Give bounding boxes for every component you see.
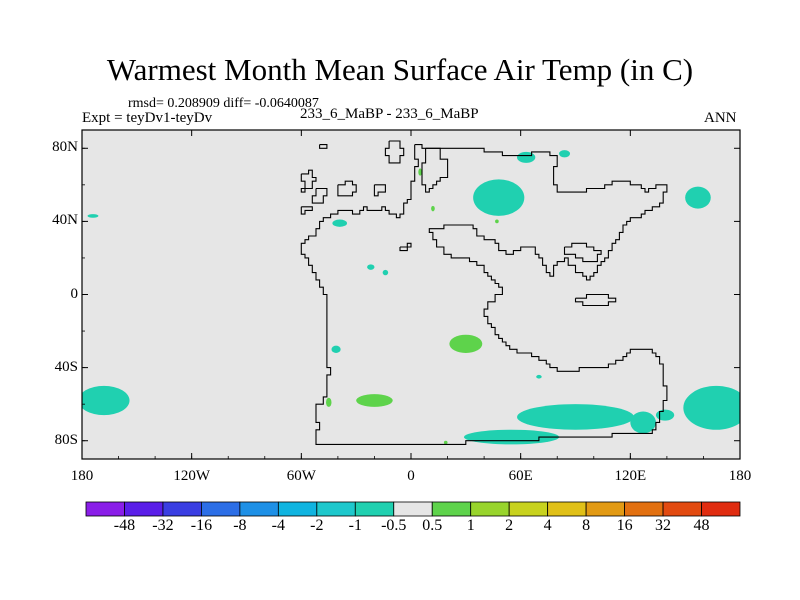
colorbar-swatch-2 bbox=[162, 501, 202, 517]
lon-label-4: 60E bbox=[508, 468, 533, 484]
colorbar-label-9: 1 bbox=[466, 517, 475, 534]
colorbar-label-7: -0.5 bbox=[381, 517, 407, 534]
colorbar-label-3: -8 bbox=[233, 517, 247, 534]
colorbar-swatch-0 bbox=[85, 501, 125, 517]
lat-label-4: 80S bbox=[54, 431, 78, 448]
lon-label-2: 60W bbox=[286, 468, 316, 484]
lat-label-0: 80N bbox=[52, 139, 78, 156]
colorbar-swatch-9 bbox=[431, 501, 472, 517]
coastline-9 bbox=[563, 242, 602, 263]
coastline-10 bbox=[574, 293, 617, 307]
central-atlantic-patch-2 bbox=[382, 269, 389, 276]
coastline-8 bbox=[373, 184, 386, 197]
west-coast-warm-patch bbox=[326, 397, 332, 407]
colorbar-label-12: 8 bbox=[582, 517, 591, 534]
arctic-patch-2 bbox=[559, 150, 571, 158]
coastline-5 bbox=[311, 187, 328, 204]
coastline-11 bbox=[399, 242, 412, 252]
lat-label-1: 40N bbox=[52, 212, 78, 229]
arctic-warm-dot-1 bbox=[418, 168, 422, 176]
colorbar-label-0: -48 bbox=[113, 517, 136, 534]
coastline-3 bbox=[319, 144, 328, 149]
south-atlantic-warm-patch bbox=[356, 394, 393, 407]
south-atlantic-patch bbox=[331, 345, 341, 353]
tethys-warm-patch bbox=[449, 334, 483, 353]
coastline-7 bbox=[337, 180, 357, 197]
siberia-patch bbox=[473, 179, 525, 216]
north-atlantic-patch bbox=[87, 214, 99, 218]
colorbar-swatch-5 bbox=[277, 501, 318, 517]
colorbar-label-11: 4 bbox=[543, 517, 552, 534]
colorbar-swatch-14 bbox=[624, 501, 664, 517]
coastline-4 bbox=[300, 169, 317, 193]
arctic-patch-1 bbox=[517, 151, 536, 163]
central-atlantic-patch-1 bbox=[367, 264, 375, 270]
tethys-dot bbox=[495, 219, 499, 224]
southern-indian-dot bbox=[536, 374, 542, 379]
colorbar-label-4: -4 bbox=[271, 517, 285, 534]
axis-ticks bbox=[81, 130, 741, 459]
map-title: Warmest Month Mean Surface Air Temp (in … bbox=[106, 52, 694, 87]
colorbar-swatch-11 bbox=[508, 501, 549, 517]
colorbar-swatch-8 bbox=[393, 501, 433, 517]
pacific-ne-patch bbox=[685, 186, 711, 209]
case-subtitle: 233_6_MaBP - 233_6_MaBP bbox=[300, 106, 479, 122]
southern-ocean-patch-1 bbox=[517, 404, 634, 430]
colorbar-swatch-7 bbox=[354, 501, 395, 517]
south-pacific-west-patch bbox=[82, 385, 130, 416]
lon-label-6: 180 bbox=[728, 468, 752, 484]
lat-label-2: 0 bbox=[70, 285, 79, 302]
colorbar-swatch-6 bbox=[316, 501, 356, 517]
colorbar-swatch-13 bbox=[585, 501, 625, 517]
map-background bbox=[82, 130, 740, 459]
coastline-0 bbox=[300, 144, 668, 445]
colorbar-label-1: -32 bbox=[152, 517, 174, 534]
colorbar-swatch-15 bbox=[662, 501, 702, 517]
statistics-text: rmsd= 0.208909 diff= -0.0640087 bbox=[128, 96, 319, 111]
experiment-label: Expt = teyDv1-teyDv bbox=[82, 110, 213, 126]
colorbar-label-14: 32 bbox=[655, 517, 672, 534]
colorbar-label-13: 16 bbox=[616, 517, 633, 534]
coastline-1 bbox=[421, 147, 449, 193]
antarctic-warm-dot bbox=[443, 440, 448, 445]
colorbar-label-6: -1 bbox=[348, 517, 362, 534]
coastline-6 bbox=[300, 206, 313, 215]
colorbar-swatch-3 bbox=[201, 501, 241, 517]
colorbar-swatch-12 bbox=[547, 501, 587, 517]
lon-label-5: 120E bbox=[614, 468, 647, 484]
colorbar-label-2: -16 bbox=[190, 517, 213, 534]
colorbar-label-15: 48 bbox=[693, 517, 710, 534]
anomaly-regions bbox=[82, 150, 740, 445]
colorbar-label-8: 0.5 bbox=[422, 517, 443, 534]
colorbar-swatch-4 bbox=[239, 501, 279, 517]
coastlines bbox=[300, 140, 668, 445]
south-pacific-east-patch bbox=[683, 385, 740, 430]
greenland-sea-patch bbox=[332, 219, 348, 227]
lon-label-3: 0 bbox=[407, 468, 415, 484]
lon-label-0: 180 bbox=[70, 468, 94, 484]
arctic-warm-dot-2 bbox=[431, 205, 435, 212]
colorbar-swatch-10 bbox=[470, 501, 510, 517]
southern-ocean-patch-3 bbox=[630, 411, 656, 434]
colorbar bbox=[85, 501, 741, 517]
lon-label-1: 120W bbox=[173, 468, 210, 484]
antarctic-coast-patch bbox=[655, 409, 675, 421]
colorbar-swatch-16 bbox=[701, 501, 741, 517]
colorbar-label-10: 2 bbox=[505, 517, 514, 534]
colorbar-label-5: -2 bbox=[310, 517, 324, 534]
lat-label-3: 40S bbox=[54, 358, 78, 375]
season-label: ANN bbox=[704, 110, 737, 126]
coastline-2 bbox=[384, 140, 405, 164]
colorbar-swatch-1 bbox=[124, 501, 164, 517]
